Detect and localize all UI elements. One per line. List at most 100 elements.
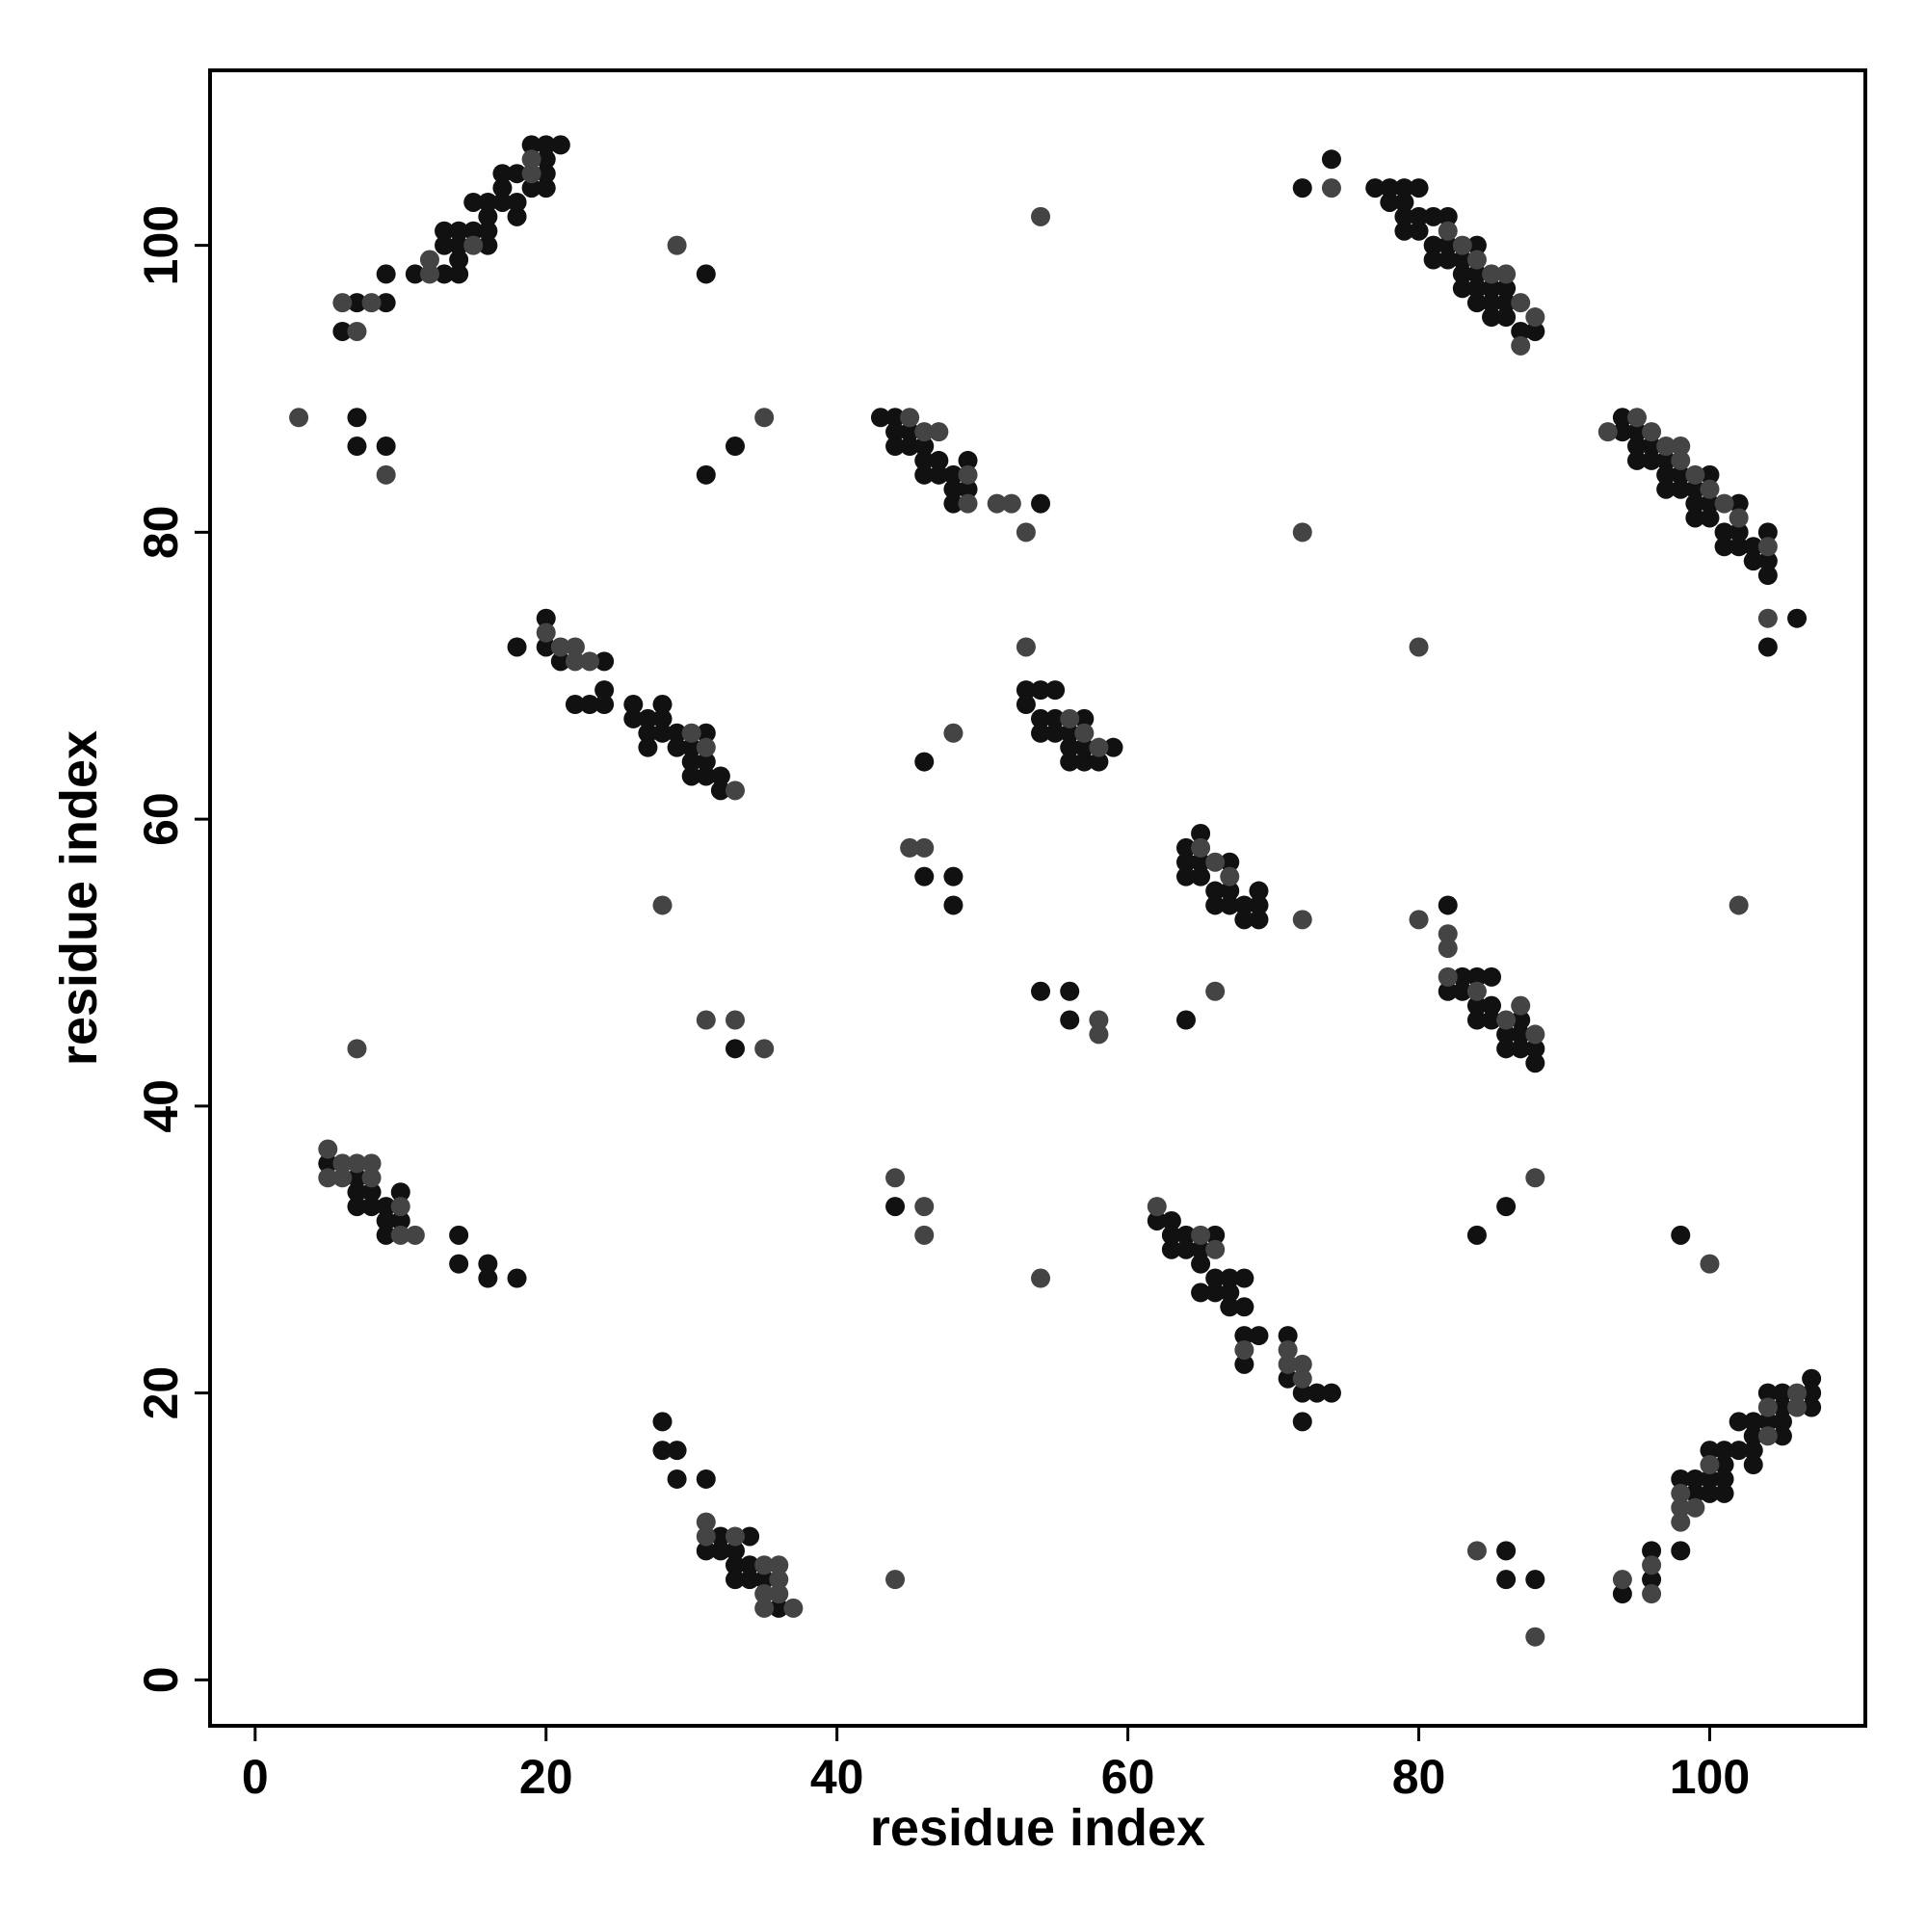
point [1205, 981, 1226, 1001]
point [1438, 966, 1458, 987]
point [550, 135, 570, 155]
point [1205, 1239, 1226, 1259]
point [1234, 1326, 1254, 1346]
point [1612, 408, 1632, 428]
point [1292, 522, 1312, 543]
point [754, 1584, 775, 1604]
point [1772, 1412, 1792, 1432]
point [1496, 1570, 1517, 1590]
point [1175, 852, 1196, 872]
point [1191, 1254, 1211, 1274]
point [565, 695, 585, 715]
point [1700, 508, 1720, 528]
point [1757, 637, 1778, 657]
x-axis-title: residue index [870, 1799, 1205, 1857]
point [521, 178, 541, 198]
point [594, 651, 615, 672]
point [376, 1225, 396, 1245]
point [1482, 293, 1502, 313]
point [943, 723, 964, 743]
point [929, 450, 949, 470]
point [638, 723, 658, 743]
point [1757, 566, 1778, 586]
point [885, 422, 906, 442]
point [463, 235, 484, 255]
point [390, 1182, 410, 1203]
point [1626, 408, 1647, 428]
point [1496, 1039, 1517, 1059]
point [1161, 1225, 1181, 1245]
point [1220, 852, 1240, 872]
point [885, 1168, 906, 1188]
point [885, 437, 906, 457]
point [1220, 1283, 1240, 1303]
point [1685, 1469, 1705, 1489]
point [769, 1570, 789, 1590]
point [1743, 1441, 1763, 1461]
point [1729, 537, 1749, 557]
point [652, 695, 673, 715]
point [419, 264, 439, 284]
point [870, 408, 890, 428]
point [740, 1526, 760, 1547]
point [1757, 1397, 1778, 1417]
point [361, 1197, 382, 1217]
point [1191, 852, 1211, 872]
point [536, 637, 556, 657]
point [449, 250, 469, 270]
point [1729, 493, 1749, 514]
point [1452, 966, 1472, 987]
point [289, 408, 309, 428]
point [1511, 1039, 1531, 1059]
point [1656, 479, 1676, 499]
point [885, 1197, 906, 1217]
point [929, 464, 949, 485]
point [769, 1555, 789, 1575]
point [914, 1197, 935, 1217]
point [1700, 1441, 1720, 1461]
point [1394, 178, 1414, 198]
point [900, 408, 920, 428]
point [435, 264, 455, 284]
point [1496, 1541, 1517, 1561]
point [943, 895, 964, 915]
point [1671, 1469, 1691, 1489]
point [783, 1598, 804, 1618]
point [1031, 708, 1051, 728]
point [1191, 1225, 1211, 1245]
point [361, 1153, 382, 1174]
point [900, 837, 920, 858]
point [1642, 1555, 1662, 1575]
point [376, 1197, 396, 1217]
point [1772, 1397, 1792, 1417]
point [536, 164, 556, 184]
point [1482, 278, 1502, 299]
point [1743, 537, 1763, 557]
point [958, 464, 978, 485]
point [347, 1168, 367, 1188]
point [1729, 1412, 1749, 1432]
point [1729, 1441, 1749, 1461]
point [1452, 235, 1472, 255]
point [1423, 235, 1443, 255]
point [1438, 206, 1458, 226]
point [1089, 1010, 1109, 1030]
point [1787, 1397, 1808, 1417]
point [550, 651, 570, 672]
point [652, 723, 673, 743]
point [885, 1570, 906, 1590]
point [1466, 1541, 1487, 1561]
point [1757, 608, 1778, 628]
point [725, 1010, 745, 1030]
point [1802, 1383, 1822, 1403]
point [1175, 866, 1196, 887]
point [740, 1555, 760, 1575]
point [1409, 910, 1429, 930]
point [1482, 264, 1502, 284]
point [1220, 881, 1240, 901]
point [1292, 1383, 1312, 1403]
point [696, 1541, 716, 1561]
point [1772, 1383, 1792, 1403]
point [1452, 250, 1472, 270]
point [1743, 1426, 1763, 1446]
